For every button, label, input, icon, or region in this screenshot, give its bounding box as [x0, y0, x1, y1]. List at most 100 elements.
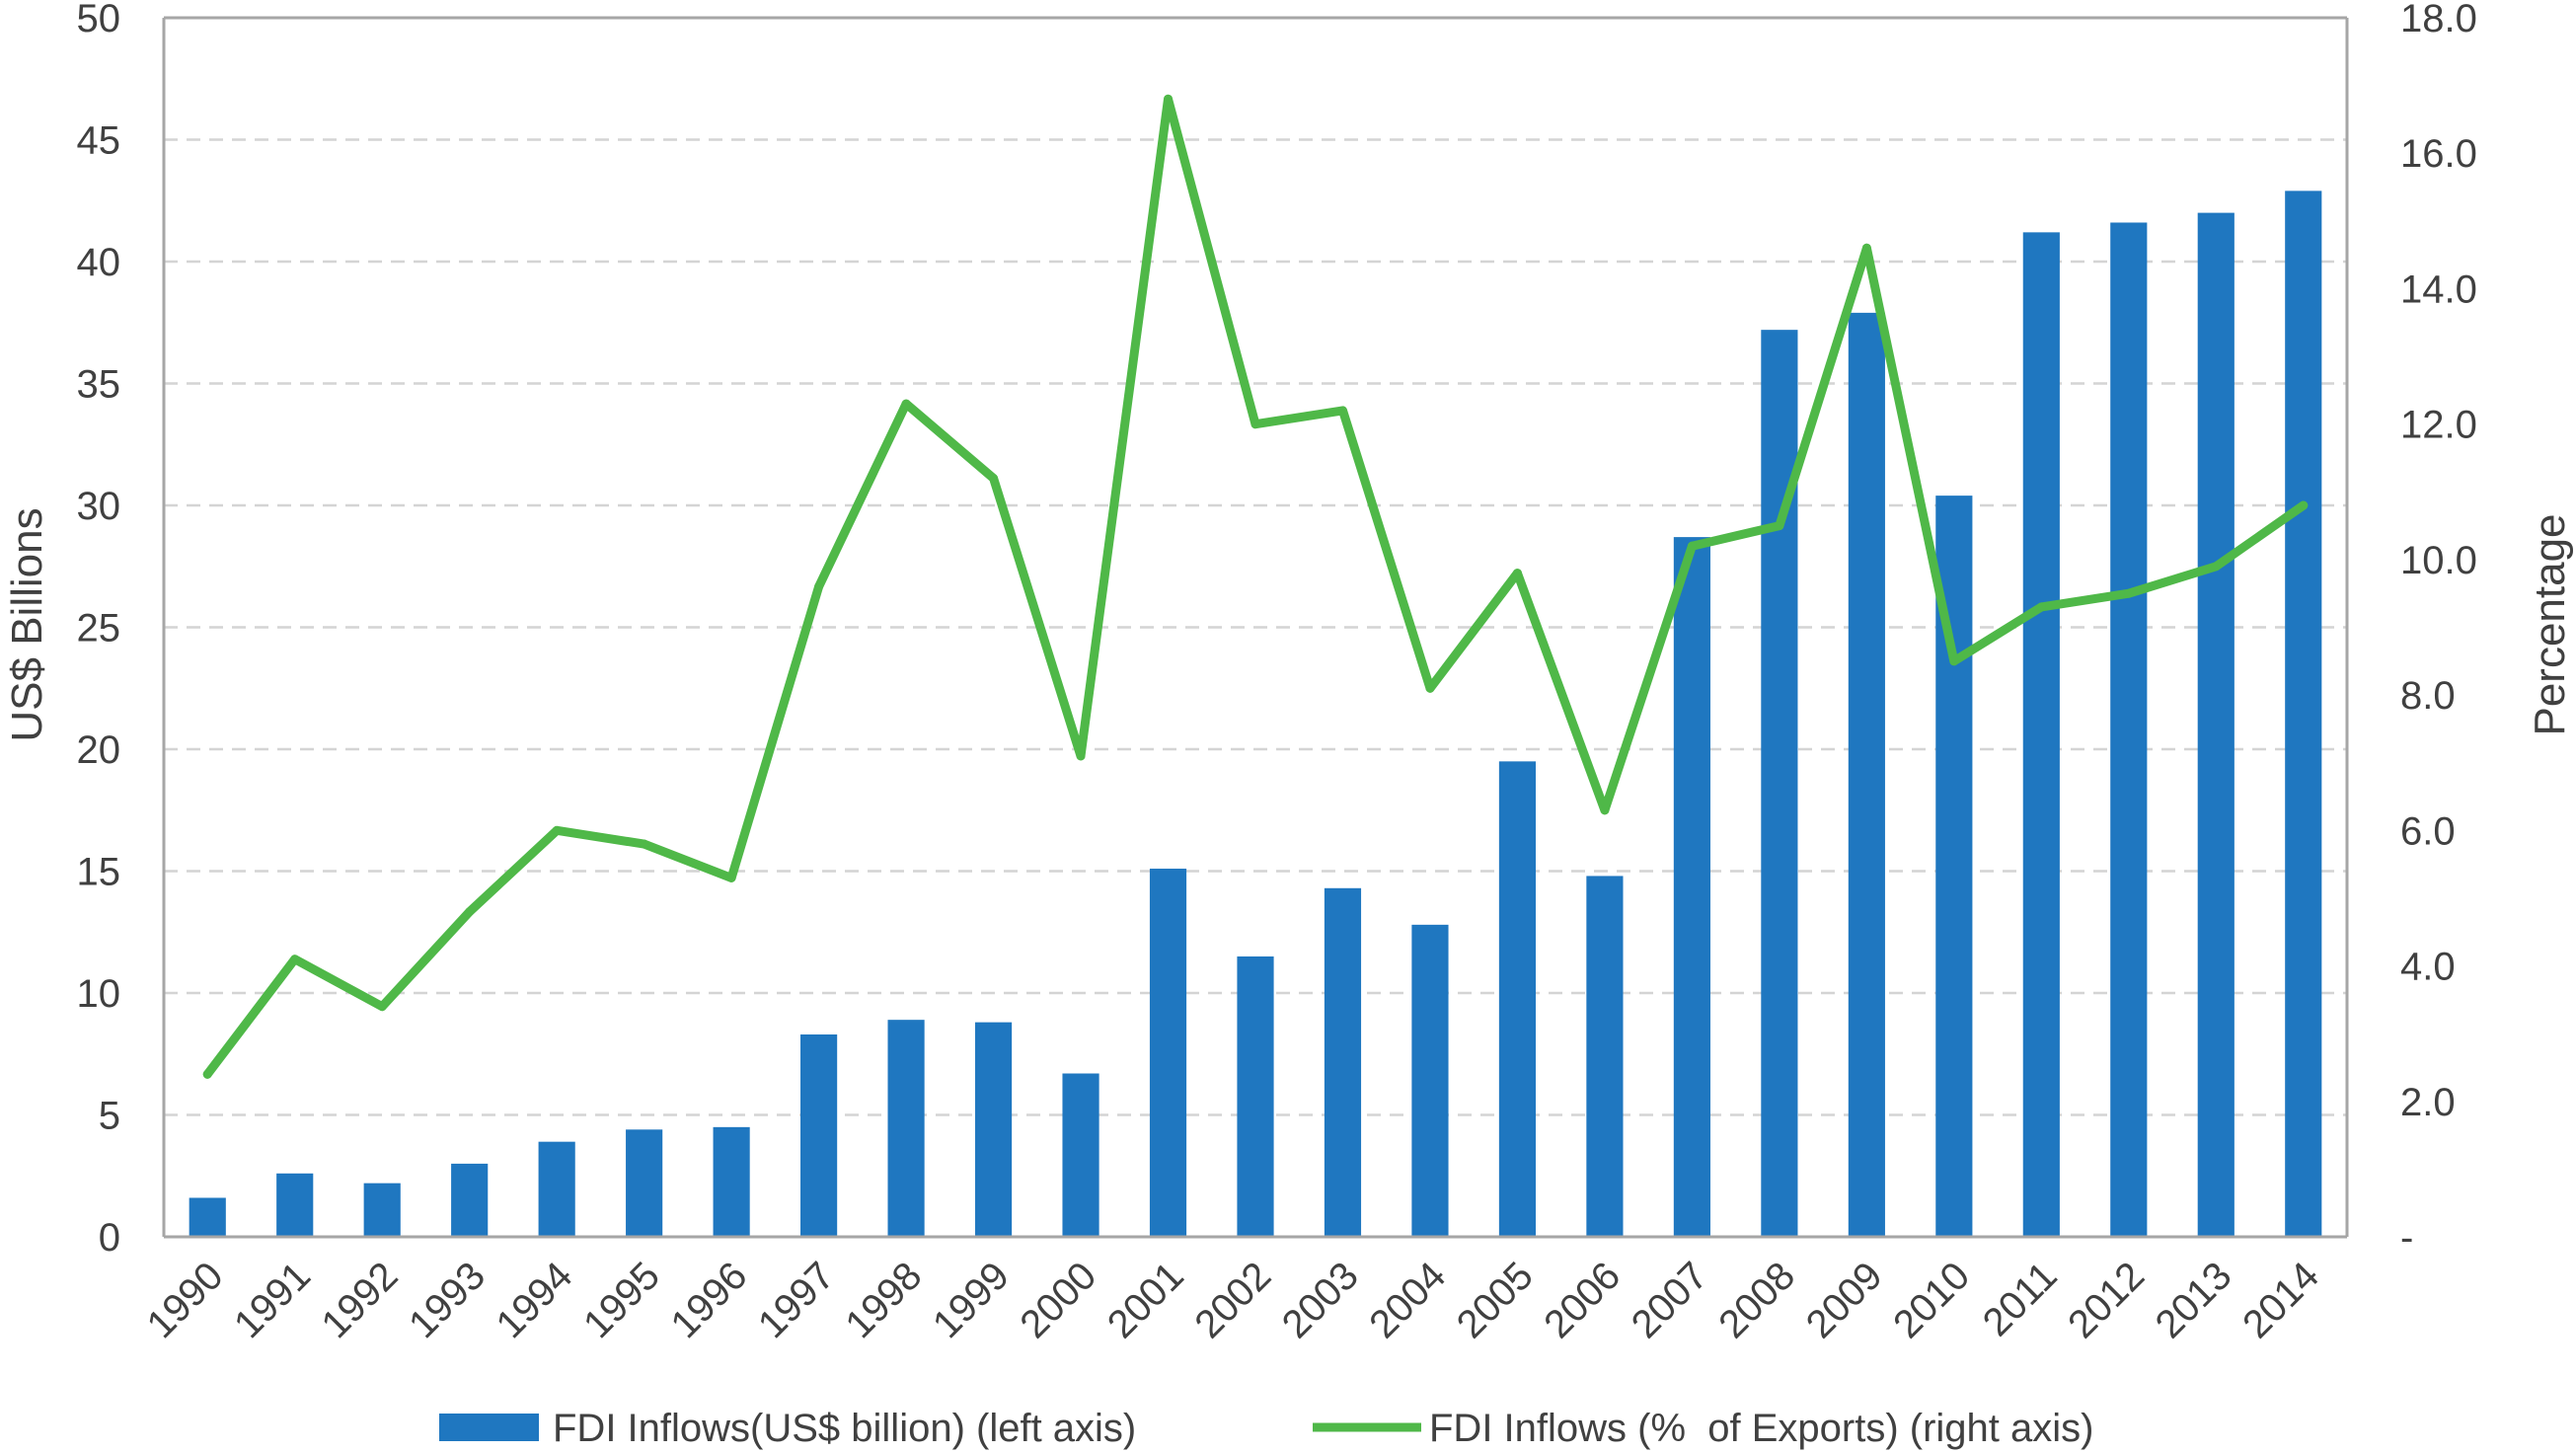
y-tick-label-left: 25	[77, 607, 121, 650]
line-point	[1076, 751, 1086, 761]
y-tick-label-left: 40	[77, 241, 121, 284]
y-tick-label-right: 4.0	[2400, 946, 2456, 989]
line-series-path	[202, 94, 2309, 1079]
x-tick-label: 2010	[1885, 1254, 1978, 1346]
bar	[538, 1141, 575, 1237]
y-tick-label-right: 8.0	[2400, 674, 2456, 718]
bar	[1673, 537, 1710, 1237]
line-point	[202, 1069, 212, 1079]
bar	[451, 1163, 489, 1237]
bar	[1761, 330, 1798, 1237]
legend-label-line: FDI Inflows (% of Exports) (right axis)	[1429, 1407, 2093, 1450]
line-point	[1337, 406, 1347, 416]
legend-label-bar: FDI Inflows(US$ billion) (left axis)	[553, 1407, 1136, 1450]
line-point	[1687, 541, 1697, 551]
x-tick-label: 1995	[575, 1254, 668, 1346]
y-tick-label-left: 45	[77, 119, 121, 163]
line-point	[1164, 94, 1174, 104]
x-tick-label: 2004	[1361, 1254, 1454, 1346]
x-tick-label: 1993	[401, 1254, 493, 1346]
bar	[1237, 956, 1274, 1237]
x-tick-label: 1999	[925, 1254, 1018, 1346]
x-tick-label: 1990	[139, 1254, 232, 1346]
line-point	[1949, 656, 1959, 666]
line-point	[2036, 602, 2046, 612]
x-tick-label: 2003	[1274, 1254, 1367, 1346]
bar-series	[189, 191, 2322, 1238]
x-tick-label: 2008	[1710, 1254, 1803, 1346]
line-point	[1861, 243, 1871, 253]
line-point	[552, 825, 562, 835]
line-point	[290, 955, 300, 964]
line-point	[1775, 521, 1784, 531]
y-tick-label-right: 14.0	[2400, 268, 2477, 311]
line-point	[1512, 569, 1522, 578]
x-tick-label: 2013	[2148, 1254, 2240, 1346]
x-tick-label: 2000	[1012, 1254, 1104, 1346]
line-point	[1600, 805, 1610, 815]
bar	[1498, 761, 1537, 1237]
line-point	[377, 1002, 387, 1012]
y-tick-label-right: 18.0	[2400, 0, 2477, 40]
x-tick-label: 2014	[2235, 1254, 2327, 1346]
line-point	[2211, 562, 2221, 572]
line-point	[1425, 683, 1435, 693]
y-tick-label-right: 12.0	[2400, 404, 2477, 447]
y-tick-label-right: -	[2400, 1216, 2413, 1260]
x-tick-label: 1997	[750, 1254, 843, 1346]
axes	[162, 16, 2349, 1239]
y-axis-title-left: US$ Billions	[3, 507, 51, 741]
line-point	[2299, 500, 2309, 510]
bar	[276, 1173, 314, 1237]
y-tick-label-left: 20	[77, 728, 121, 772]
bar	[1324, 887, 1362, 1237]
x-tick-label: 1996	[662, 1254, 755, 1346]
x-tick-label: 2009	[1798, 1254, 1891, 1346]
bar	[1848, 312, 1885, 1237]
y-tick-label-left: 35	[77, 363, 121, 407]
y-tick-label-left: 15	[77, 851, 121, 894]
bar	[713, 1126, 750, 1237]
x-tick-label: 2005	[1449, 1254, 1542, 1346]
y-tick-label-left: 0	[99, 1216, 120, 1260]
bar	[2110, 222, 2148, 1238]
line-point	[726, 873, 736, 882]
bar	[1411, 924, 1449, 1237]
bar	[2197, 212, 2235, 1238]
y-tick-label-right: 10.0	[2400, 539, 2477, 582]
line-point	[640, 839, 649, 849]
line-point	[465, 907, 475, 917]
x-tick-label: 1994	[488, 1254, 580, 1346]
line-point	[814, 581, 824, 591]
y-tick-label-left: 10	[77, 972, 121, 1016]
bar	[189, 1197, 226, 1237]
y-tick-label-right: 2.0	[2400, 1081, 2456, 1124]
x-tick-label: 2006	[1536, 1254, 1629, 1346]
bar	[887, 1020, 925, 1237]
legend-swatch-bar	[439, 1414, 539, 1441]
line-series	[202, 94, 2309, 1079]
x-tick-label: 1998	[837, 1254, 930, 1346]
line-point	[2124, 588, 2134, 598]
line-point	[1250, 420, 1260, 429]
grid-lines	[164, 138, 2347, 1116]
x-tick-label: 2001	[1099, 1254, 1192, 1346]
y-tick-label-left: 5	[99, 1095, 120, 1138]
y-axis-title-right: Percentage	[2526, 513, 2574, 735]
line-point	[989, 474, 999, 484]
bar	[800, 1033, 838, 1237]
bar	[1062, 1073, 1099, 1237]
bar	[1149, 869, 1187, 1237]
y-tick-label-left: 50	[77, 0, 121, 40]
bar	[626, 1129, 663, 1237]
x-tick-label: 1992	[314, 1254, 407, 1346]
x-tick-label: 1991	[226, 1254, 319, 1346]
legend: FDI Inflows(US$ billion) (left axis) FDI…	[439, 1407, 2093, 1450]
x-tick-label: 2011	[1975, 1254, 2066, 1344]
line-point	[901, 399, 911, 409]
y-tick-label-right: 16.0	[2400, 132, 2477, 176]
bar	[2285, 191, 2322, 1237]
bar	[974, 1022, 1013, 1237]
bar	[1586, 876, 1624, 1237]
